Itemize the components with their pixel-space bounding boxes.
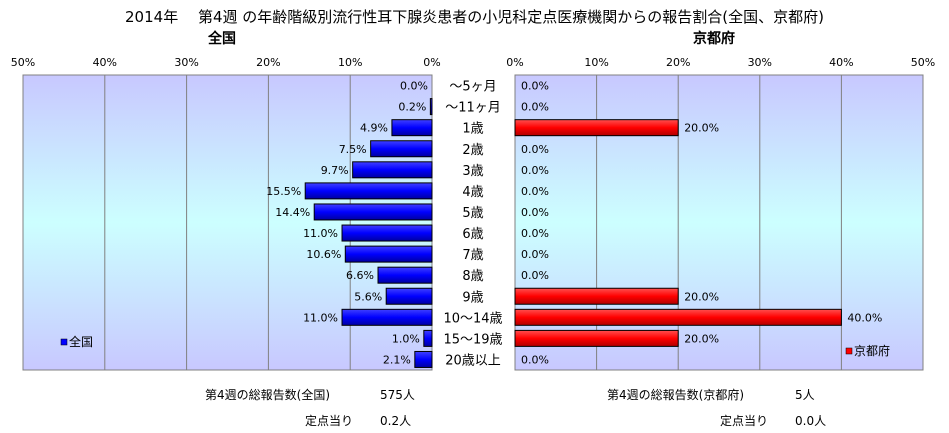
category-label: 3歳 xyxy=(462,164,483,179)
kyoto-data-label: 0.0% xyxy=(521,101,549,114)
national-data-label: 14.4% xyxy=(275,206,310,219)
main-title: 2014年 第4週 の年齢階級別流行性耳下腺炎患者の小児科定点医療機関からの報告… xyxy=(125,8,824,26)
kyoto-data-label: 40.0% xyxy=(847,311,882,324)
national-data-label: 1.0% xyxy=(392,332,420,345)
national-legend-label: 全国 xyxy=(69,334,93,349)
national-bar xyxy=(313,203,433,221)
national-data-label: 2.1% xyxy=(383,353,411,366)
kyoto-bar xyxy=(514,119,679,137)
kyoto-per-label: 定点当り xyxy=(720,414,769,428)
national-x-tick-label: 0% xyxy=(423,56,440,69)
national-data-label: 0.2% xyxy=(398,101,426,114)
category-label: 8歳 xyxy=(462,269,483,284)
national-data-label: 11.0% xyxy=(303,311,338,324)
kyoto-data-label: 0.0% xyxy=(521,206,549,219)
national-bar xyxy=(304,182,433,200)
kyoto-data-label: 0.0% xyxy=(521,227,549,240)
national-bar xyxy=(385,287,433,305)
national-data-label: 9.7% xyxy=(321,164,349,177)
national-legend-swatch xyxy=(60,338,68,346)
kyoto-bar xyxy=(514,308,842,326)
kyoto-data-label: 0.0% xyxy=(521,185,549,198)
national-total-value: 575人 xyxy=(380,388,415,402)
national-x-tick-label: 50% xyxy=(11,56,35,69)
kyoto-x-tick-label: 0% xyxy=(506,56,523,69)
national-data-label: 11.0% xyxy=(303,227,338,240)
kyoto-data-label: 0.0% xyxy=(521,353,549,366)
category-label: 5歳 xyxy=(462,206,483,221)
category-label: 1歳 xyxy=(462,122,483,137)
national-data-label: 0.0% xyxy=(400,80,428,93)
kyoto-x-tick-label: 50% xyxy=(911,56,935,69)
kyoto-x-tick-label: 20% xyxy=(666,56,690,69)
national-bar xyxy=(377,266,433,284)
national-x-tick-label: 30% xyxy=(174,56,198,69)
national-bar xyxy=(414,350,433,368)
category-label: 2歳 xyxy=(462,143,483,158)
national-x-tick-label: 20% xyxy=(256,56,280,69)
national-bar xyxy=(423,329,433,347)
kyoto-data-label: 0.0% xyxy=(521,248,549,261)
national-data-label: 4.9% xyxy=(360,122,388,135)
kyoto-data-label: 20.0% xyxy=(684,122,719,135)
category-label: 7歳 xyxy=(462,248,483,263)
category-label: ～5ヶ月 xyxy=(449,80,496,95)
national-bar xyxy=(391,119,433,137)
category-label: ～11ヶ月 xyxy=(445,101,501,116)
kyoto-x-tick-label: 30% xyxy=(748,56,772,69)
kyoto-legend-label: 京都府 xyxy=(854,343,890,358)
kyoto-data-label: 0.0% xyxy=(521,164,549,177)
category-label: 9歳 xyxy=(462,290,483,305)
category-label: 6歳 xyxy=(462,227,483,242)
kyoto-bar xyxy=(514,329,679,347)
national-data-label: 5.6% xyxy=(354,290,382,303)
national-total-label: 第4週の総報告数(全国) xyxy=(205,388,330,402)
kyoto-data-label: 0.0% xyxy=(521,269,549,282)
national-data-label: 10.6% xyxy=(306,248,341,261)
category-label: 15～19歳 xyxy=(443,332,502,347)
kyoto-x-tick-label: 40% xyxy=(829,56,853,69)
national-data-label: 15.5% xyxy=(266,185,301,198)
kyoto-bar xyxy=(514,287,679,305)
national-panel-title: 全国 xyxy=(208,31,236,47)
national-x-tick-label: 40% xyxy=(93,56,117,69)
national-bar xyxy=(344,245,433,263)
kyoto-legend-swatch xyxy=(845,347,853,355)
kyoto-data-label: 20.0% xyxy=(684,332,719,345)
kyoto-panel-title: 京都府 xyxy=(693,31,735,47)
national-bar xyxy=(429,98,433,116)
national-bar xyxy=(370,140,433,158)
kyoto-data-label: 20.0% xyxy=(684,290,719,303)
national-data-label: 7.5% xyxy=(339,143,367,156)
national-bar xyxy=(341,224,433,242)
national-data-label: 6.6% xyxy=(346,269,374,282)
kyoto-total-value: 5人 xyxy=(795,388,815,402)
kyoto-per-value: 0.0人 xyxy=(795,414,827,428)
category-label: 4歳 xyxy=(462,185,483,200)
national-bar xyxy=(341,308,433,326)
kyoto-data-label: 0.0% xyxy=(521,143,549,156)
kyoto-x-tick-label: 10% xyxy=(584,56,608,69)
national-bar xyxy=(352,161,433,179)
category-label: 10～14歳 xyxy=(443,311,502,326)
kyoto-total-label: 第4週の総報告数(京都府) xyxy=(607,388,744,402)
national-per-value: 0.2人 xyxy=(380,414,412,428)
category-label: 20歳以上 xyxy=(445,353,501,368)
national-x-tick-label: 10% xyxy=(338,56,362,69)
national-per-label: 定点当り xyxy=(305,414,354,428)
kyoto-data-label: 0.0% xyxy=(521,80,549,93)
